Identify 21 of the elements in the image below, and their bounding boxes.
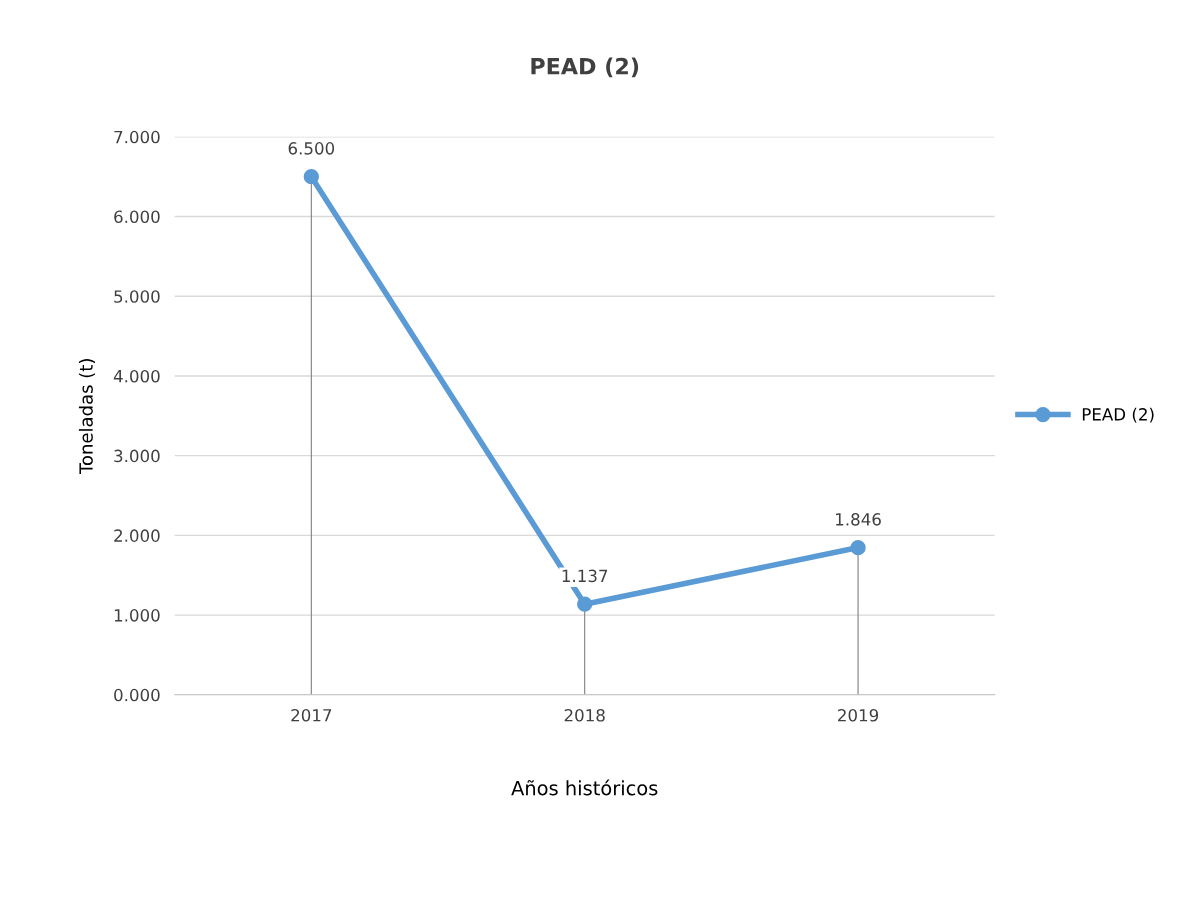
data-label: 1.137	[562, 569, 608, 583]
x-tick-label: 2017	[291, 708, 332, 722]
y-tick-label: 5.000	[114, 290, 160, 303]
chart-title: PEAD (2)	[531, 57, 639, 78]
y-tick-label: 0.000	[114, 688, 160, 702]
x-tick-label: 2018	[564, 708, 605, 722]
data-label: 6.500	[288, 142, 335, 155]
y-tick-label: 3.000	[114, 449, 160, 463]
data-label: 1.846	[836, 513, 881, 526]
y-tick-label: 4.000	[113, 369, 160, 383]
y-tick-label: 2.000	[114, 529, 160, 542]
point	[303, 169, 319, 185]
y-tick-label: 7.000	[114, 130, 160, 144]
x-tick-label: 2019	[838, 708, 879, 722]
point	[577, 596, 593, 612]
point	[850, 540, 866, 556]
y-tick-label: 1.000	[114, 609, 160, 622]
legend-label: PEAD (2)	[1082, 407, 1154, 423]
y-axis-title: Toneladas (t)	[78, 359, 95, 475]
y-tick-label: 6.000	[114, 210, 160, 224]
x-axis-title: Años históricos	[511, 779, 658, 796]
